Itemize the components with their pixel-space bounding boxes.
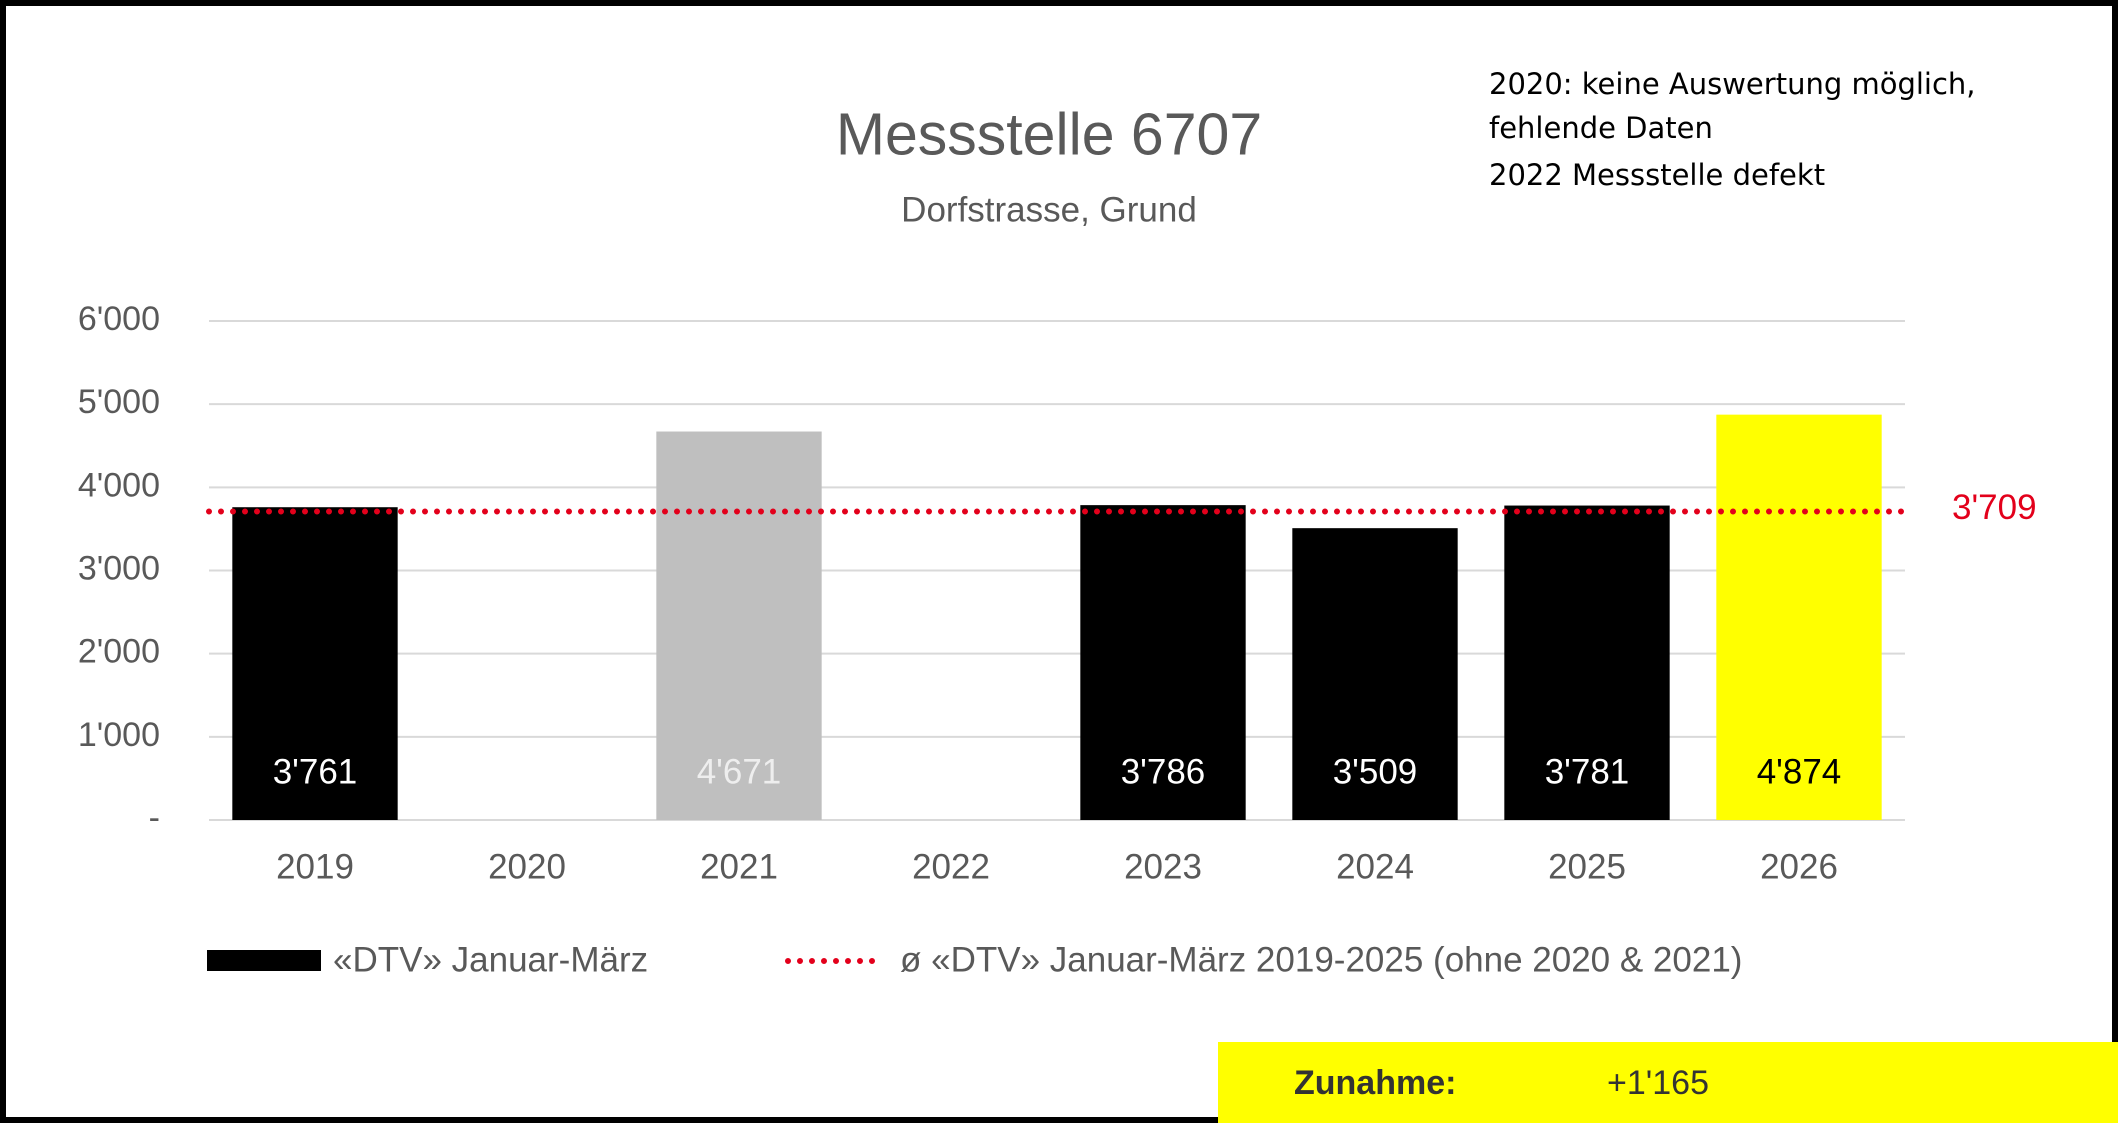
annotation-line: 2022 Messstelle defekt <box>1489 158 1825 192</box>
x-tick-label: 2023 <box>1124 847 1202 886</box>
value-label: 3'509 <box>1333 752 1418 791</box>
bar <box>1716 414 1882 820</box>
x-tick-label: 2019 <box>276 847 354 886</box>
y-tick-label: 2'000 <box>78 633 160 671</box>
x-tick-label: 2020 <box>488 847 566 886</box>
annotation-line: fehlende Daten <box>1489 111 1713 145</box>
x-tick-label: 2021 <box>700 847 778 886</box>
value-label: 3'781 <box>1545 752 1630 791</box>
bar <box>232 507 398 820</box>
chart-subtitle: Dorfstrasse, Grund <box>901 190 1197 229</box>
y-tick-label: 5'000 <box>78 383 160 421</box>
summary-label: Zunahme: <box>1294 1064 1456 1102</box>
value-label: 4'874 <box>1757 752 1842 791</box>
legend-label: «DTV» Januar-März <box>333 940 648 979</box>
legend-label: ø «DTV» Januar-März 2019-2025 (ohne 2020… <box>900 940 1742 979</box>
bar <box>1504 505 1670 820</box>
bar <box>1292 528 1458 820</box>
chart-title: Messstelle 6707 <box>836 102 1262 168</box>
value-label: 4'671 <box>697 752 782 791</box>
summary-value: +1'165 <box>1607 1064 1709 1102</box>
bar <box>656 431 822 820</box>
legend-swatch <box>207 950 321 971</box>
y-tick-label: 4'000 <box>78 466 160 504</box>
bar <box>1080 505 1246 820</box>
annotation-line: 2020: keine Auswertung möglich, <box>1489 67 1976 101</box>
value-label: 3'761 <box>273 752 358 791</box>
summary-box <box>1218 1042 2118 1123</box>
y-tick-label: 1'000 <box>78 716 160 754</box>
annotation: 2020: keine Auswertung möglich, fehlende… <box>1489 67 1976 192</box>
y-tick-label: 6'000 <box>78 300 160 338</box>
x-tick-label: 2022 <box>912 847 990 886</box>
y-tick-label: 3'000 <box>78 549 160 587</box>
x-tick-label: 2026 <box>1760 847 1838 886</box>
y-tick-label: - <box>149 799 160 837</box>
x-tick-label: 2024 <box>1336 847 1414 886</box>
reference-label: 3'709 <box>1952 488 2037 527</box>
x-tick-label: 2025 <box>1548 847 1626 886</box>
value-label: 3'786 <box>1121 752 1206 791</box>
